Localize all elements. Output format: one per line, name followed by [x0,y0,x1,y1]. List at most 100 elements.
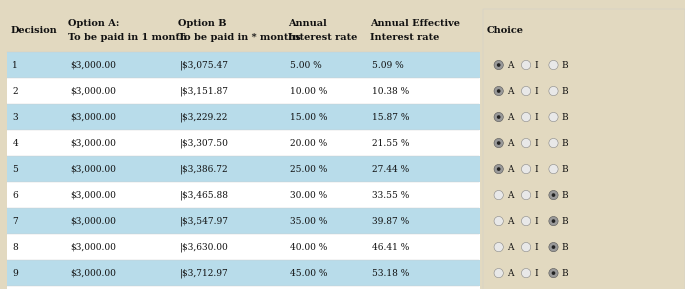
Ellipse shape [521,190,531,200]
Text: Annual Effective: Annual Effective [370,18,460,28]
Text: I: I [534,112,538,122]
Text: 21.55 %: 21.55 % [372,138,410,148]
Bar [483,156,685,182]
Text: 35.00 %: 35.00 % [290,216,327,226]
Text: 4: 4 [12,138,18,148]
Text: 1: 1 [12,60,18,70]
Ellipse shape [549,190,558,200]
Ellipse shape [494,112,503,122]
Ellipse shape [497,89,501,93]
Ellipse shape [497,115,501,119]
Text: 6: 6 [12,190,18,200]
Ellipse shape [494,138,503,148]
Text: 25.00 %: 25.00 % [290,164,327,174]
Text: Interest rate: Interest rate [288,33,357,42]
Text: 5: 5 [12,164,18,174]
Ellipse shape [494,242,503,252]
Text: 20.00 %: 20.00 % [290,138,327,148]
Ellipse shape [494,60,503,70]
Bar [7,104,480,130]
Text: |$3,712.97: |$3,712.97 [180,268,229,278]
Text: 45.00 %: 45.00 % [290,268,327,278]
Text: 9: 9 [12,268,18,278]
Text: I: I [534,60,538,70]
Text: 30.00 %: 30.00 % [290,190,327,200]
Text: Annual: Annual [288,18,327,28]
Text: B: B [562,60,569,70]
Text: 40.00 %: 40.00 % [290,242,327,252]
Bar [483,9,685,52]
Ellipse shape [521,242,531,252]
Text: |$3,151.87: |$3,151.87 [180,86,229,96]
Text: |$3,075.47: |$3,075.47 [180,60,229,70]
Ellipse shape [551,245,556,249]
Text: $3,000.00: $3,000.00 [71,242,116,252]
Text: A: A [507,268,513,278]
Ellipse shape [521,112,531,122]
Text: $3,000.00: $3,000.00 [71,112,116,122]
Text: 15.00 %: 15.00 % [290,112,327,122]
Text: |$3,630.00: |$3,630.00 [180,242,229,252]
Ellipse shape [521,138,531,148]
Text: 2: 2 [12,86,18,96]
Bar [7,156,480,182]
Text: A: A [507,112,513,122]
Text: 15.87 %: 15.87 % [372,112,410,122]
Ellipse shape [521,86,531,96]
Text: |$3,229.22: |$3,229.22 [180,112,229,122]
Ellipse shape [551,271,556,275]
Text: 7: 7 [12,216,18,226]
Text: $3,000.00: $3,000.00 [71,268,116,278]
Text: A: A [507,164,513,174]
Bar [483,260,685,286]
Text: 33.55 %: 33.55 % [372,190,410,200]
Text: B: B [562,112,569,122]
Ellipse shape [521,164,531,174]
Bar [483,9,685,289]
Text: A: A [507,216,513,226]
Text: 39.87 %: 39.87 % [372,216,409,226]
Bar [7,182,480,208]
Text: 46.41 %: 46.41 % [372,242,410,252]
Text: To be paid in 1 month: To be paid in 1 month [68,33,188,42]
Ellipse shape [494,86,503,96]
Text: A: A [507,242,513,252]
Text: I: I [534,242,538,252]
Ellipse shape [494,268,503,278]
Ellipse shape [549,138,558,148]
Ellipse shape [494,216,503,226]
Text: B: B [562,190,569,200]
Text: $3,000.00: $3,000.00 [71,86,116,96]
Bar [483,104,685,130]
Text: To be paid in * months: To be paid in * months [178,33,301,42]
Text: $3,000.00: $3,000.00 [71,138,116,148]
Bar [7,234,480,260]
Ellipse shape [521,60,531,70]
Text: |$3,465.88: |$3,465.88 [180,190,229,200]
Text: 27.44 %: 27.44 % [372,164,409,174]
Bar [7,260,480,286]
Ellipse shape [521,216,531,226]
Text: I: I [534,138,538,148]
Bar [483,130,685,156]
Bar [483,286,685,289]
Text: 10.00 %: 10.00 % [290,86,327,96]
Text: B: B [562,164,569,174]
Ellipse shape [549,112,558,122]
Ellipse shape [494,164,503,174]
Text: B: B [562,138,569,148]
Bar [7,52,480,78]
Text: $3,000.00: $3,000.00 [71,190,116,200]
Ellipse shape [497,141,501,145]
Text: 5.00 %: 5.00 % [290,60,321,70]
Ellipse shape [494,190,503,200]
Text: A: A [507,138,513,148]
Text: |$3,547.97: |$3,547.97 [180,216,229,226]
Text: B: B [562,242,569,252]
Ellipse shape [549,242,558,252]
Text: $3,000.00: $3,000.00 [71,164,116,174]
Text: I: I [534,164,538,174]
Text: Choice: Choice [486,26,523,35]
Text: Decision: Decision [10,26,57,35]
Text: |$3,307.50: |$3,307.50 [180,138,229,148]
